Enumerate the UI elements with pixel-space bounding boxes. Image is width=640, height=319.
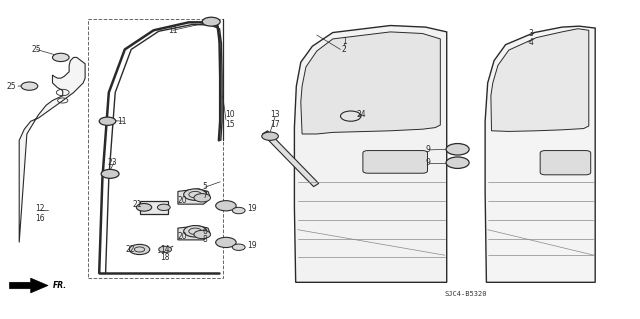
Circle shape	[99, 117, 116, 125]
Text: 22: 22	[125, 245, 134, 254]
Text: 17: 17	[270, 120, 280, 129]
Circle shape	[446, 157, 469, 168]
Circle shape	[194, 230, 211, 239]
Circle shape	[216, 237, 236, 248]
Circle shape	[194, 194, 211, 202]
Text: FR.: FR.	[52, 281, 67, 290]
Text: 1: 1	[342, 37, 347, 46]
Text: 4: 4	[529, 38, 534, 47]
Text: 24: 24	[356, 110, 367, 119]
Text: 7: 7	[202, 191, 207, 200]
Circle shape	[184, 189, 207, 200]
Text: 2: 2	[342, 45, 347, 54]
Circle shape	[216, 201, 236, 211]
Circle shape	[157, 204, 170, 211]
Text: 21: 21	[133, 200, 142, 209]
Text: 19: 19	[246, 241, 257, 250]
Circle shape	[446, 144, 469, 155]
Circle shape	[129, 244, 150, 255]
Text: 9: 9	[425, 145, 430, 154]
Text: 14: 14	[160, 245, 170, 254]
Circle shape	[136, 204, 152, 211]
Circle shape	[184, 226, 207, 237]
Polygon shape	[485, 26, 595, 282]
Polygon shape	[178, 189, 210, 204]
Circle shape	[232, 244, 245, 250]
Text: 5: 5	[202, 182, 207, 191]
Circle shape	[101, 169, 119, 178]
Circle shape	[262, 132, 278, 140]
Text: 16: 16	[35, 214, 45, 223]
Text: 11: 11	[117, 117, 126, 126]
Circle shape	[202, 17, 220, 26]
Bar	[88, 19, 223, 278]
Polygon shape	[178, 226, 210, 240]
Polygon shape	[301, 32, 440, 134]
Text: 25: 25	[6, 82, 17, 91]
FancyBboxPatch shape	[363, 151, 428, 173]
Text: 10: 10	[225, 110, 236, 119]
Polygon shape	[19, 57, 85, 242]
Text: 25: 25	[31, 45, 42, 54]
Polygon shape	[10, 278, 48, 293]
Polygon shape	[294, 26, 447, 282]
Text: 12: 12	[36, 204, 45, 213]
Text: 20: 20	[177, 232, 188, 241]
Text: 8: 8	[202, 235, 207, 244]
Text: 9: 9	[425, 158, 430, 167]
Text: 18: 18	[161, 253, 170, 262]
Circle shape	[159, 246, 172, 253]
Text: 11: 11	[168, 26, 177, 35]
Circle shape	[232, 207, 245, 214]
Polygon shape	[140, 201, 168, 214]
Circle shape	[52, 53, 69, 62]
Text: 13: 13	[270, 110, 280, 119]
Text: SJC4-B5320: SJC4-B5320	[445, 291, 487, 297]
Text: 20: 20	[177, 196, 188, 205]
Polygon shape	[262, 131, 319, 187]
Text: 19: 19	[246, 204, 257, 213]
Text: 6: 6	[202, 227, 207, 236]
Text: 23: 23	[107, 158, 117, 167]
Text: 3: 3	[529, 29, 534, 38]
Polygon shape	[491, 29, 589, 131]
Circle shape	[21, 82, 38, 90]
Text: 15: 15	[225, 120, 236, 129]
FancyBboxPatch shape	[540, 151, 591, 175]
